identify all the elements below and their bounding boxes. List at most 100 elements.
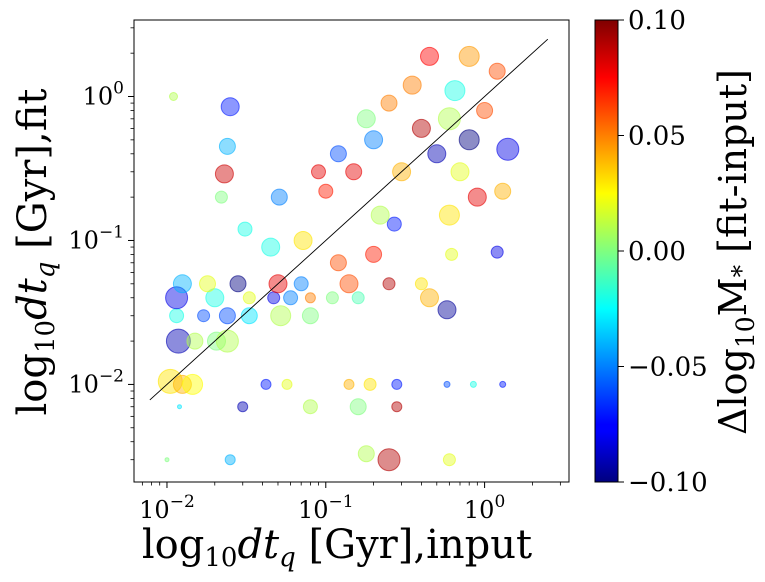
- scatter-point-50: [427, 144, 447, 164]
- scatter-point-77: [302, 399, 318, 415]
- scatter-point-53: [458, 129, 480, 151]
- x-tick-label-1: 10−1: [298, 492, 354, 524]
- scatter-point-49: [411, 118, 431, 138]
- scatter-point-71: [442, 453, 456, 467]
- scatter-point-80: [499, 380, 507, 388]
- scatter-point-19: [325, 291, 339, 305]
- x-tick-label-2: 100: [464, 492, 505, 524]
- scatter-point-4: [186, 332, 204, 350]
- scatter-point-32: [261, 237, 281, 257]
- scatter-point-58: [467, 187, 487, 207]
- scatter-point-83: [363, 377, 377, 391]
- y-tick-label-0: 10−2: [68, 366, 124, 398]
- scatter-point-65: [380, 94, 398, 112]
- x-tick-label-0: 10−2: [139, 492, 195, 524]
- scatter-point-61: [420, 46, 439, 66]
- scatter-point-81: [443, 380, 451, 388]
- scatter-point-78: [391, 401, 403, 413]
- scatter-point-73: [164, 457, 170, 463]
- scatter-point-55: [488, 62, 506, 80]
- scatter-point-60: [402, 75, 422, 95]
- scatter-point-20: [351, 291, 365, 305]
- scatter-point-2: [182, 373, 204, 395]
- scatter-point-36: [237, 221, 253, 237]
- scatter-point-64: [356, 109, 376, 129]
- scatter-point-6: [215, 329, 239, 353]
- scatter-point-79: [391, 378, 403, 390]
- scatter-point-67: [444, 80, 466, 102]
- scatter-point-16: [267, 291, 281, 305]
- scatter-point-75: [349, 398, 367, 416]
- scatter-point-70: [377, 448, 401, 472]
- plot-area: [134, 20, 569, 482]
- y-axis-label: log10dtq [Gyr],fit: [10, 89, 61, 416]
- scatter-point-7: [169, 308, 185, 324]
- colorbar: [594, 19, 619, 483]
- scatter-point-34: [445, 247, 459, 261]
- scatter-point-39: [214, 190, 228, 204]
- scatter-point-10: [240, 307, 258, 325]
- scatter-points: [157, 45, 520, 472]
- scatter-point-59: [438, 204, 460, 226]
- scatter-point-46: [345, 163, 363, 181]
- scatter-point-18: [304, 292, 316, 304]
- scatter-point-30: [414, 277, 428, 291]
- scatter-point-40: [270, 188, 288, 206]
- scatter-point-62: [458, 45, 480, 67]
- scatter-point-47: [364, 130, 384, 150]
- scatter-point-24: [199, 275, 216, 293]
- y-axis-ticks: 10−2 10−1 100: [68, 27, 134, 461]
- scatter-point-72: [224, 454, 236, 466]
- scatter-point-82: [260, 378, 272, 390]
- scatter-point-54: [476, 102, 494, 119]
- scatter-point-52: [450, 162, 470, 182]
- scatter-point-28: [339, 274, 359, 294]
- scatter-point-3: [165, 328, 191, 354]
- scatter-point-63: [329, 145, 347, 163]
- scatter-point-57: [494, 182, 512, 200]
- scatter-point-25: [229, 275, 247, 293]
- x-axis-label: log10dtq [Gyr],input: [142, 522, 532, 573]
- scatter-point-84: [343, 378, 355, 390]
- scatter-point-17: [283, 290, 299, 306]
- scatter-point-22: [437, 300, 457, 320]
- scatter-point-14: [205, 288, 225, 308]
- scatter-point-41: [318, 183, 334, 199]
- scatter-point-69: [357, 445, 375, 463]
- scatter-point-12: [301, 307, 319, 325]
- scatter-point-85: [281, 378, 293, 390]
- scatter-point-68: [370, 205, 390, 225]
- y-tick-label-1: 10−1: [68, 222, 124, 254]
- scatter-point-35: [490, 245, 504, 259]
- scatter-point-15: [242, 291, 256, 305]
- scatter-point-9: [218, 307, 236, 325]
- scatter-point-21: [420, 288, 439, 308]
- scatter-point-56: [496, 137, 520, 161]
- colorbar-label: Δlog10M* [fit-input]: [711, 69, 760, 435]
- colorbar-tick-label-1: 0.05: [628, 122, 686, 152]
- plot-frame: [133, 19, 570, 483]
- scatter-point-31: [329, 254, 347, 272]
- scatter-point-38: [386, 216, 402, 232]
- scatter-point-66: [311, 164, 326, 180]
- scatter-point-29: [382, 277, 396, 291]
- x-axis-ticks: 10−2 10−1 100: [139, 482, 561, 524]
- scatter-point-51: [437, 107, 461, 131]
- scatter-point-27: [293, 276, 309, 292]
- one-to-one-line: [149, 38, 549, 401]
- scatter-point-76: [237, 401, 249, 413]
- colorbar-tick-label-3: −0.05: [628, 353, 708, 383]
- scatter-point-86: [469, 380, 477, 388]
- colorbar-ticks: 0.10 0.05 0.00 −0.05 −0.10: [618, 6, 708, 498]
- colorbar-tick-label-2: 0.00: [628, 237, 686, 267]
- colorbar-tick-label-4: −0.10: [628, 468, 708, 498]
- scatter-point-43: [220, 97, 240, 117]
- scatter-point-11: [270, 305, 292, 327]
- scatter-point-23: [172, 274, 192, 294]
- colorbar-tick-label-0: 0.10: [628, 6, 686, 36]
- scatter-point-44: [218, 137, 236, 155]
- y-tick-label-2: 100: [83, 79, 124, 111]
- scatter-point-8: [197, 309, 211, 323]
- scatter-point-45: [169, 92, 178, 101]
